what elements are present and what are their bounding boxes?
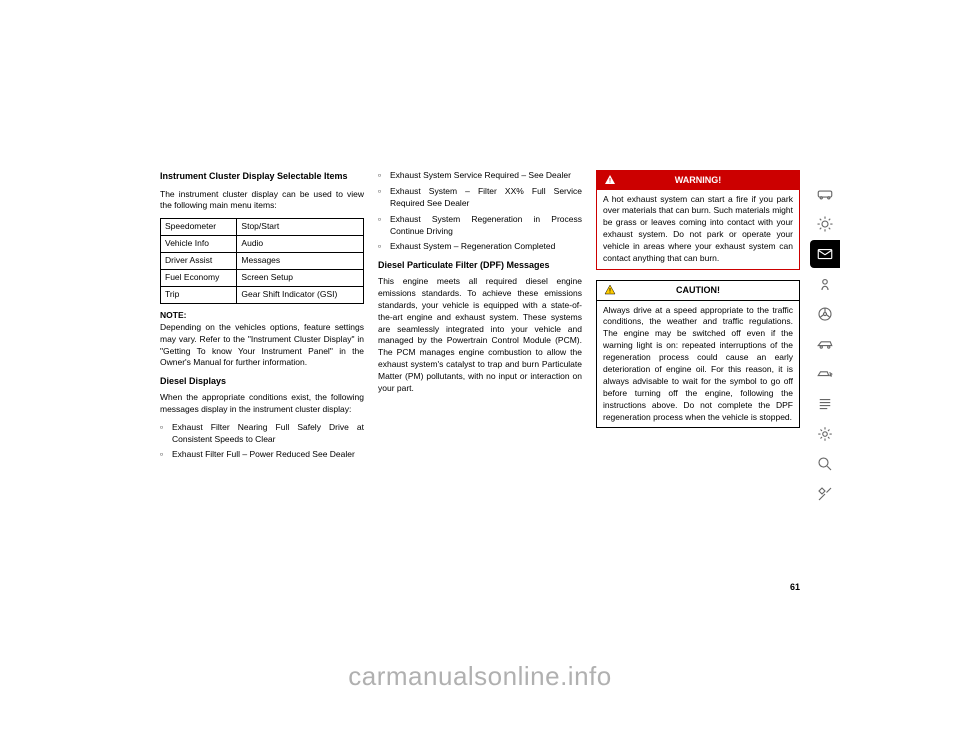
caution-header: ! CAUTION!: [597, 281, 799, 301]
page-number: 61: [790, 582, 800, 592]
note-paragraph: NOTE: Depending on the vehicles options,…: [160, 310, 364, 369]
col2-bullet-list: Exhaust System Service Required – See De…: [378, 170, 582, 253]
caution-box: ! CAUTION! Always drive at a speed appro…: [596, 280, 800, 429]
note-body: Depending on the vehicles options, featu…: [160, 322, 364, 368]
table-cell: Screen Setup: [237, 270, 364, 287]
column-3: ! WARNING! A hot exhaust system can star…: [596, 170, 800, 467]
menu-items-table: SpeedometerStop/StartVehicle InfoAudioDr…: [160, 218, 364, 303]
tab-search-icon[interactable]: [810, 450, 840, 478]
tab-mail-icon[interactable]: [810, 240, 840, 268]
warning-triangle-icon: !: [603, 174, 617, 186]
heading-selectable-items: Instrument Cluster Display Selectable It…: [160, 170, 364, 183]
caution-body: Always drive at a speed appropriate to t…: [597, 301, 799, 428]
warning-body: A hot exhaust system can start a fire if…: [597, 190, 799, 269]
table-cell: Driver Assist: [161, 253, 237, 270]
list-item: Exhaust System Regeneration in Process C…: [378, 214, 582, 238]
list-item: Exhaust System – Filter XX% Full Service…: [378, 186, 582, 210]
list-item: Exhaust Filter Full – Power Reduced See …: [160, 449, 364, 461]
table-cell: Trip: [161, 286, 237, 303]
caution-triangle-icon: !: [603, 284, 617, 296]
warning-box: ! WARNING! A hot exhaust system can star…: [596, 170, 800, 270]
table-row: Driver AssistMessages: [161, 253, 364, 270]
list-item: Exhaust System Service Required – See De…: [378, 170, 582, 182]
list-item: Exhaust Filter Nearing Full Safely Drive…: [160, 422, 364, 446]
side-tabs: [810, 180, 840, 508]
warning-header: ! WARNING!: [597, 171, 799, 190]
tab-tools-icon[interactable]: [810, 480, 840, 508]
intro-text: The instrument cluster display can be us…: [160, 189, 364, 213]
tab-gear-icon[interactable]: [810, 420, 840, 448]
table-row: Vehicle InfoAudio: [161, 236, 364, 253]
table-row: Fuel EconomyScreen Setup: [161, 270, 364, 287]
table-cell: Fuel Economy: [161, 270, 237, 287]
tab-airbag-icon[interactable]: [810, 270, 840, 298]
tab-car-side-icon[interactable]: [810, 330, 840, 358]
column-1: Instrument Cluster Display Selectable It…: [160, 170, 364, 467]
watermark: carmanualsonline.info: [348, 661, 611, 692]
diesel-intro: When the appropriate conditions exist, t…: [160, 392, 364, 416]
tab-light-icon[interactable]: [810, 210, 840, 238]
table-cell: Vehicle Info: [161, 236, 237, 253]
svg-text:!: !: [609, 289, 611, 295]
list-item: Exhaust System – Regeneration Completed: [378, 241, 582, 253]
table-cell: Stop/Start: [237, 219, 364, 236]
note-label: NOTE:: [160, 310, 186, 320]
manual-page: Instrument Cluster Display Selectable It…: [160, 170, 800, 467]
table-cell: Gear Shift Indicator (GSI): [237, 286, 364, 303]
col1-bullet-list: Exhaust Filter Nearing Full Safely Drive…: [160, 422, 364, 462]
heading-dpf-messages: Diesel Particulate Filter (DPF) Messages: [378, 259, 582, 272]
tab-vehicle-icon[interactable]: [810, 180, 840, 208]
table-row: SpeedometerStop/Start: [161, 219, 364, 236]
svg-text:!: !: [609, 179, 611, 185]
heading-diesel-displays: Diesel Displays: [160, 375, 364, 388]
tab-steering-icon[interactable]: [810, 300, 840, 328]
tab-list-icon[interactable]: [810, 390, 840, 418]
caution-title: CAUTION!: [676, 284, 720, 297]
warning-title: WARNING!: [675, 174, 722, 187]
table-cell: Messages: [237, 253, 364, 270]
column-2: Exhaust System Service Required – See De…: [378, 170, 582, 467]
tab-crash-icon[interactable]: [810, 360, 840, 388]
table-row: TripGear Shift Indicator (GSI): [161, 286, 364, 303]
dpf-body: This engine meets all required diesel en…: [378, 276, 582, 395]
table-cell: Speedometer: [161, 219, 237, 236]
table-cell: Audio: [237, 236, 364, 253]
